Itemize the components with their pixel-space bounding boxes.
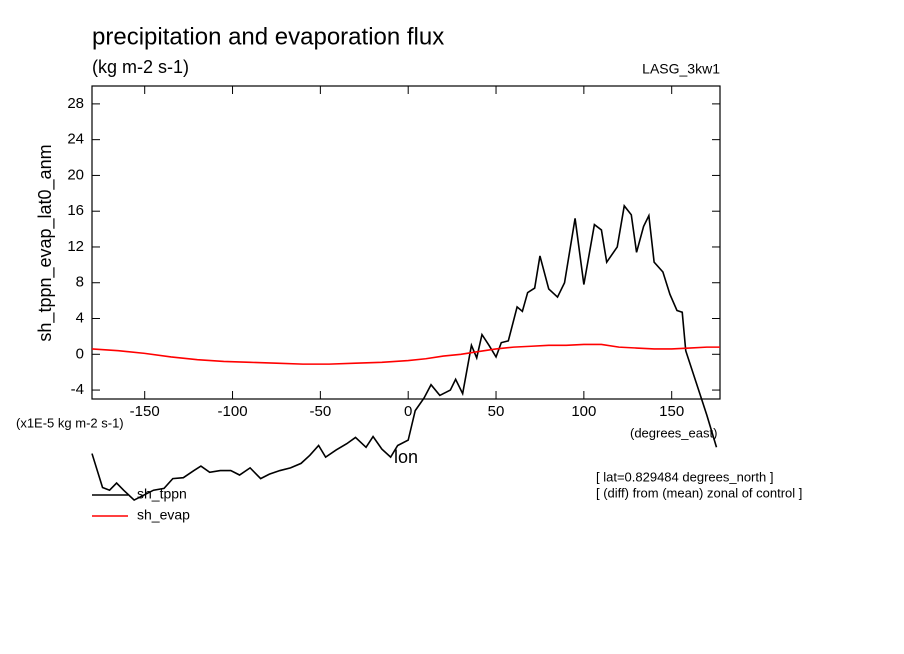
y-tick-label: 8 bbox=[76, 274, 84, 291]
chart-title: precipitation and evaporation flux bbox=[92, 23, 444, 50]
x-tick-label: -50 bbox=[310, 403, 332, 420]
y-tick-label: -4 bbox=[71, 381, 84, 398]
x-tick-label: 50 bbox=[488, 403, 505, 420]
y-tick-label: 28 bbox=[67, 95, 84, 112]
plot-frame bbox=[91, 85, 721, 400]
y-axis-label: sh_tppn_evap_lat0_anm bbox=[35, 144, 56, 341]
chart-subtitle: (kg m-2 s-1) bbox=[92, 57, 189, 77]
x-tick-label: 150 bbox=[659, 403, 684, 420]
y-tick-label: 20 bbox=[67, 166, 84, 183]
source-label: LASG_3kw1 bbox=[642, 61, 720, 77]
x-axis-label: lon bbox=[394, 447, 418, 467]
y-tick-label: 12 bbox=[67, 238, 84, 255]
data-line bbox=[91, 343, 720, 365]
note: [ (diff) from (mean) zonal of control ] bbox=[596, 485, 802, 500]
x-tick-label: -100 bbox=[218, 403, 248, 420]
legend-label: sh_evap bbox=[137, 507, 190, 523]
y-tick-label: 24 bbox=[67, 131, 84, 148]
y-tick-label: 0 bbox=[76, 345, 84, 362]
y-tick-label: 4 bbox=[76, 309, 84, 326]
y-tick-label: 16 bbox=[67, 202, 84, 219]
y-units: (x1E-5 kg m-2 s-1) bbox=[16, 415, 124, 430]
note: [ lat=0.829484 degrees_north ] bbox=[596, 469, 773, 484]
data-line bbox=[91, 203, 718, 502]
x-tick-label: 0 bbox=[404, 403, 412, 420]
x-tick-label: 100 bbox=[571, 403, 596, 420]
x-units: (degrees_east) bbox=[630, 425, 717, 440]
x-tick-label: -150 bbox=[130, 403, 160, 420]
legend-label: sh_tppn bbox=[137, 486, 187, 502]
